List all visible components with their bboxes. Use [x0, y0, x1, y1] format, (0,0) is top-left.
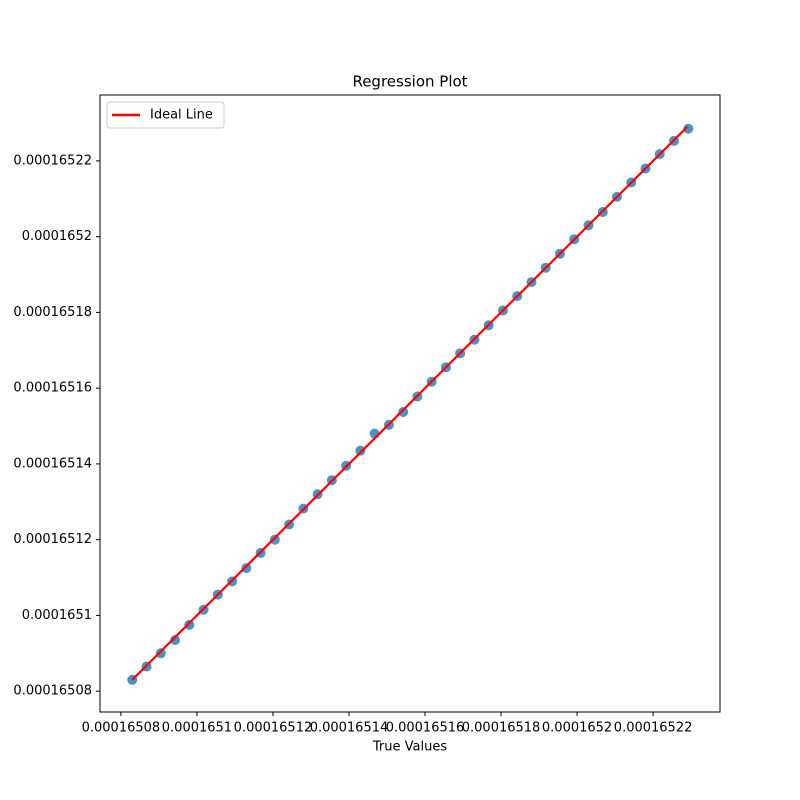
scatter-point	[155, 648, 166, 659]
x-tick-label: 0.0001652	[542, 721, 612, 736]
x-tick-label: 0.00016512	[234, 721, 313, 736]
y-tick-label: 0.0001652	[22, 229, 92, 244]
x-tick-label: 0.00016522	[614, 721, 693, 736]
legend: Ideal Line	[106, 101, 225, 129]
scatter-point	[355, 445, 366, 456]
chart-title: Regression Plot	[352, 73, 467, 91]
scatter-point	[269, 534, 280, 545]
y-tick-label: 0.00016508	[13, 684, 92, 699]
y-tick-label: 0.00016518	[13, 305, 92, 320]
scatter-point	[241, 563, 252, 574]
scatter-point	[170, 635, 181, 646]
legend-label: Ideal Line	[150, 108, 213, 123]
x-axis-label: True Values	[372, 740, 447, 755]
y-tick-label: 0.00016522	[13, 153, 92, 168]
axes-frame	[99, 94, 721, 713]
x-tick-label: 0.0001651	[162, 721, 232, 736]
ideal-line	[131, 126, 689, 681]
plot-area: 0.00016508 0.0001651 0.000165120.000165140…	[13, 123, 694, 736]
x-tick-label: 0.00016516	[386, 721, 465, 736]
legend-box	[106, 101, 225, 129]
y-tick-label: 0.0001651	[22, 608, 92, 623]
x-tick-label: 0.00016508	[82, 721, 161, 736]
y-tick-label: 0.00016514	[13, 456, 92, 471]
scatter-point	[398, 407, 409, 418]
x-tick-label: 0.00016514	[310, 721, 389, 736]
y-tick-label: 0.00016516	[13, 381, 92, 396]
y-tick-label: 0.00016512	[13, 532, 92, 547]
scatter-point	[683, 123, 694, 134]
x-tick-label: 0.00016518	[462, 721, 541, 736]
scatter-point	[184, 619, 195, 630]
